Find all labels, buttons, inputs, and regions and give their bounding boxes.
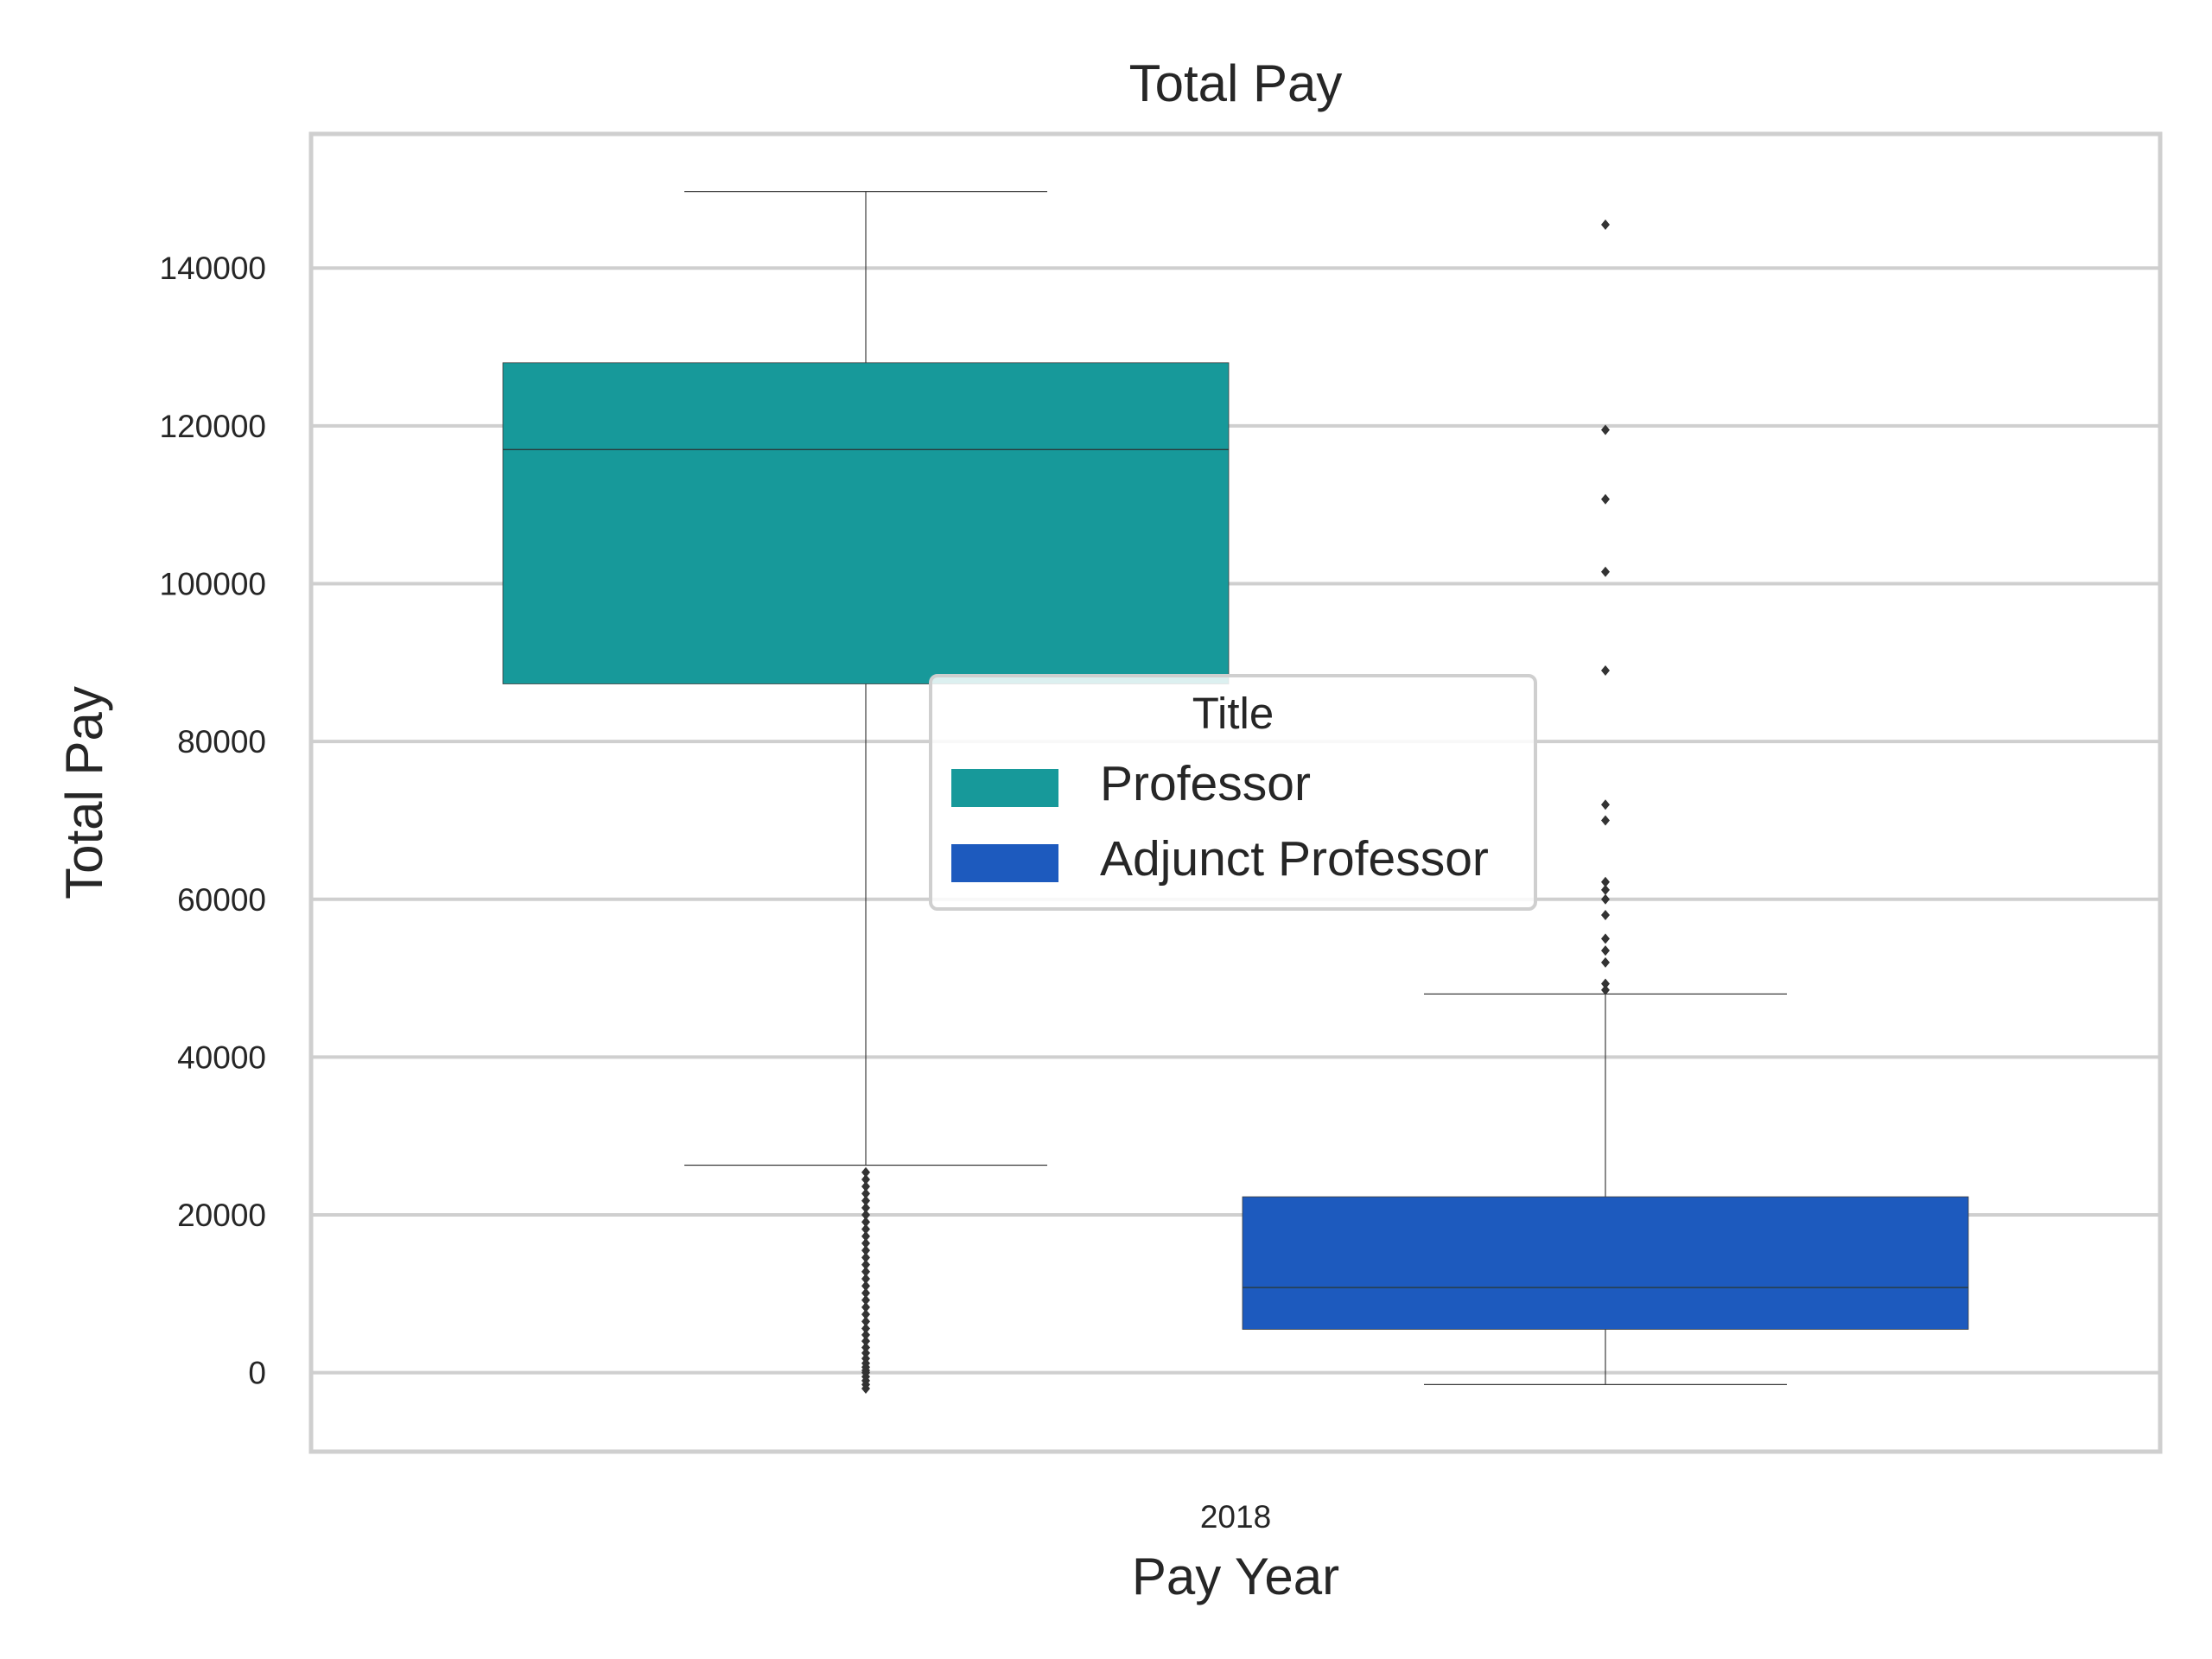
outlier-point bbox=[861, 1342, 870, 1353]
outlier-point bbox=[1601, 893, 1610, 905]
outlier-point bbox=[861, 1181, 870, 1192]
outlier-point bbox=[861, 1224, 870, 1235]
outlier-point bbox=[1601, 984, 1610, 995]
outlier-point bbox=[861, 1173, 870, 1185]
outlier-point bbox=[861, 1281, 870, 1292]
y-axis-label: Total Pay bbox=[55, 686, 113, 899]
outlier-point bbox=[1601, 910, 1610, 921]
outlier-point bbox=[861, 1245, 870, 1256]
legend-swatch bbox=[951, 769, 1058, 807]
y-tick-label: 60000 bbox=[177, 882, 266, 918]
outlier-point bbox=[861, 1353, 870, 1364]
outlier-point bbox=[861, 1347, 870, 1358]
y-tick-label: 80000 bbox=[177, 724, 266, 760]
box-series-adjunct-professor bbox=[1242, 219, 1969, 1385]
outlier-point bbox=[861, 1266, 870, 1277]
iqr-box bbox=[1242, 1196, 1969, 1330]
y-tick-label: 0 bbox=[248, 1356, 266, 1391]
legend-entry-label: Adjunct Professor bbox=[1100, 831, 1489, 887]
outlier-point bbox=[1601, 933, 1610, 944]
x-tick-label: 2018 bbox=[1200, 1499, 1271, 1535]
outlier-point bbox=[1601, 876, 1610, 887]
outlier-point bbox=[861, 1252, 870, 1263]
legend-swatch bbox=[951, 844, 1058, 882]
y-tick-label: 140000 bbox=[160, 251, 266, 286]
outlier-point bbox=[861, 1301, 870, 1313]
y-tick-label: 100000 bbox=[160, 567, 266, 602]
legend-entry-label: Professor bbox=[1100, 756, 1311, 811]
outlier-point bbox=[861, 1309, 870, 1320]
outlier-point bbox=[861, 1336, 870, 1347]
outlier-point bbox=[861, 1230, 870, 1242]
outlier-point bbox=[861, 1166, 870, 1178]
y-tick-label: 120000 bbox=[160, 409, 266, 444]
outlier-point bbox=[1601, 957, 1610, 968]
outlier-point bbox=[1601, 978, 1610, 989]
outlier-point bbox=[861, 1323, 870, 1334]
y-tick-label: 40000 bbox=[177, 1039, 266, 1075]
outlier-point bbox=[861, 1237, 870, 1249]
outlier-point bbox=[861, 1329, 870, 1340]
outlier-point bbox=[861, 1287, 870, 1299]
outlier-point bbox=[1601, 493, 1610, 505]
outlier-point bbox=[861, 1316, 870, 1327]
outlier-point bbox=[861, 1210, 870, 1221]
outlier-point bbox=[861, 1259, 870, 1270]
outlier-point bbox=[1601, 799, 1610, 810]
x-axis-label: Pay Year bbox=[1132, 1548, 1339, 1605]
outlier-point bbox=[1601, 945, 1610, 957]
chart-title: Total Pay bbox=[1129, 54, 1343, 112]
outlier-point bbox=[1601, 424, 1610, 435]
outlier-point bbox=[1601, 566, 1610, 577]
outlier-point bbox=[861, 1202, 870, 1213]
legend-title: Title bbox=[1192, 689, 1274, 738]
legend-box bbox=[929, 674, 1537, 911]
outlier-point bbox=[1601, 664, 1610, 676]
outlier-point bbox=[1601, 884, 1610, 895]
y-tick-label: 20000 bbox=[177, 1198, 266, 1233]
outlier-point bbox=[861, 1217, 870, 1228]
plot-frame bbox=[308, 131, 2163, 1454]
outlier-point bbox=[1601, 815, 1610, 826]
outlier-point bbox=[861, 1188, 870, 1199]
outlier-point bbox=[861, 1274, 870, 1285]
box-series-professor bbox=[502, 191, 1230, 1394]
legend: Title Professor Adjunct Professor bbox=[929, 674, 1537, 911]
outlier-point bbox=[1601, 219, 1610, 231]
outlier-point bbox=[861, 1294, 870, 1306]
outlier-point bbox=[861, 1195, 870, 1206]
iqr-box bbox=[502, 362, 1230, 684]
